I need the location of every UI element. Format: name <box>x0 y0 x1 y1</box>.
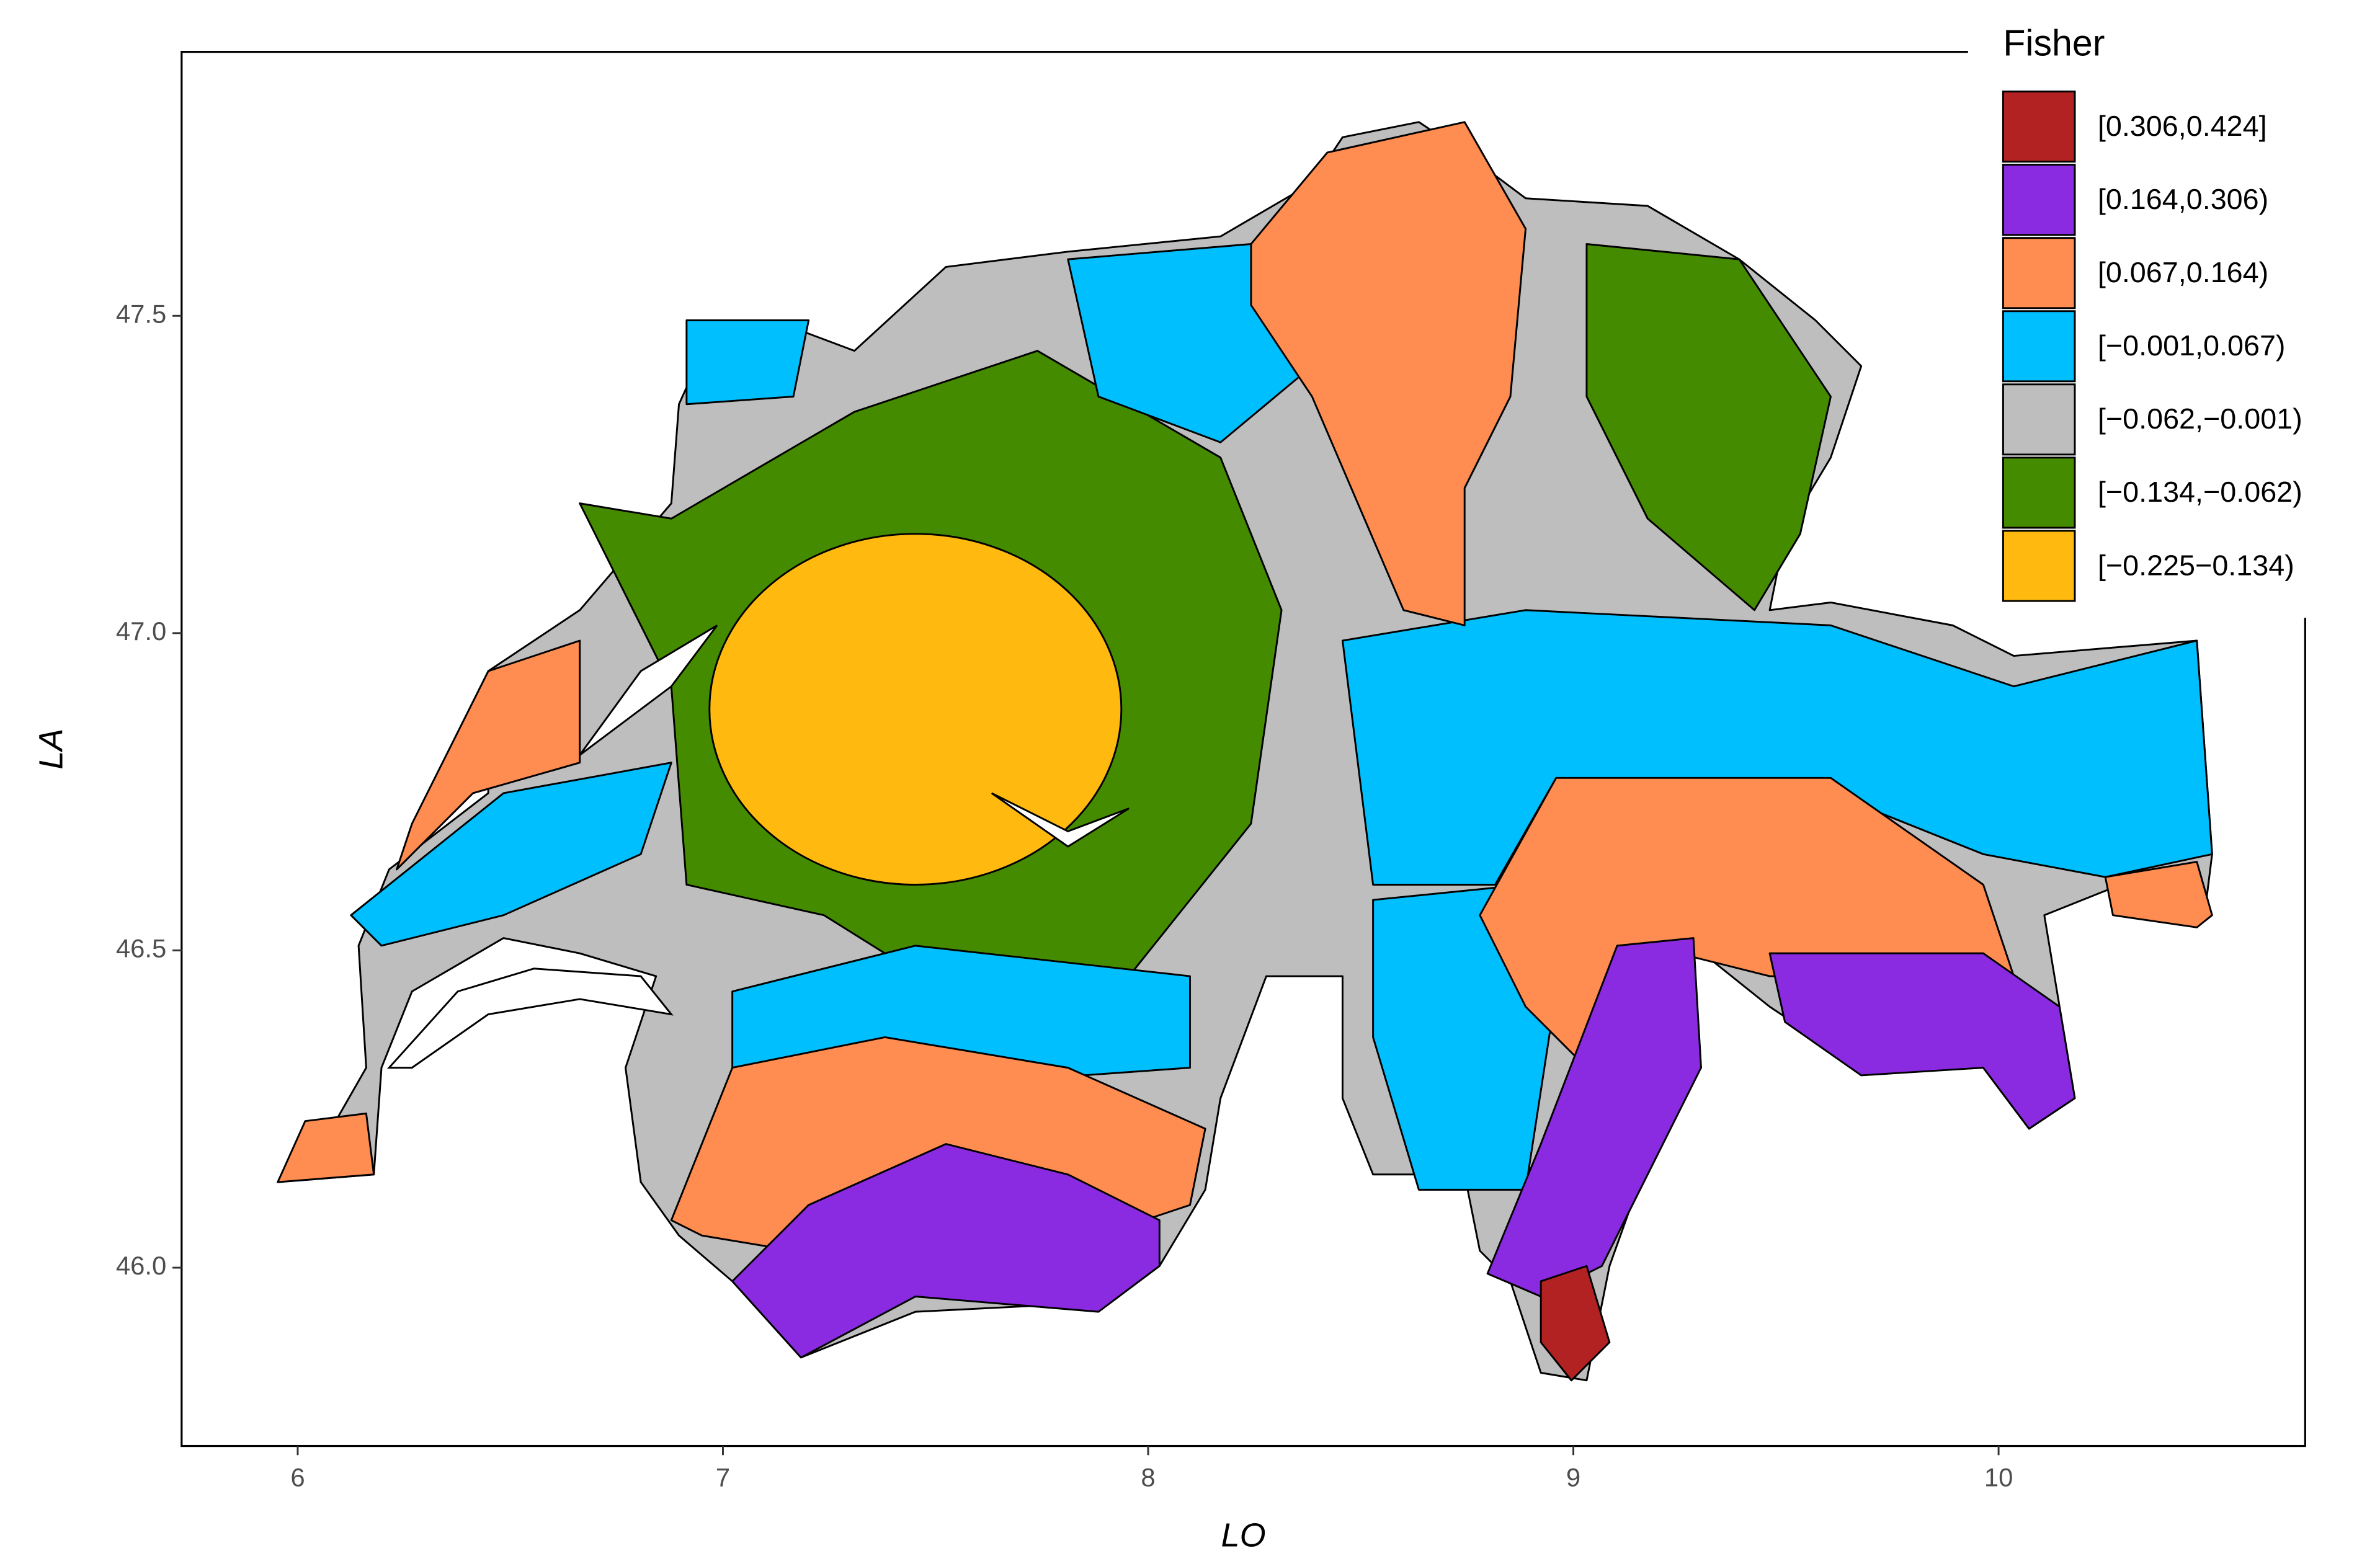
legend-swatch <box>2002 164 2076 236</box>
legend-label: [0.067,0.164) <box>2098 256 2268 288</box>
x-tick-label: 7 <box>716 1463 730 1492</box>
legend-swatch <box>2002 530 2076 602</box>
legend-label: [−0.134,−0.062) <box>2098 476 2302 508</box>
lake <box>579 625 718 756</box>
region <box>396 639 581 871</box>
region <box>277 1112 375 1183</box>
region <box>731 1143 1161 1359</box>
legend-label: [−0.225−0.134) <box>2098 549 2294 581</box>
region <box>350 762 672 947</box>
x-tick-label: 6 <box>290 1463 305 1492</box>
y-tick-label: 46.0 <box>116 1251 166 1280</box>
lake <box>991 792 1130 848</box>
legend-label: [−0.001,0.067) <box>2098 329 2286 362</box>
region <box>1585 243 1832 612</box>
region <box>1486 937 1702 1298</box>
legend-swatch <box>2002 91 2076 163</box>
region <box>1540 1265 1611 1382</box>
lake <box>386 967 674 1069</box>
y-tick-label: 47.5 <box>116 299 166 328</box>
legend-swatch <box>2002 310 2076 383</box>
x-tick-label: 10 <box>1984 1463 2013 1492</box>
legend-label: [0.164,0.306) <box>2098 183 2268 215</box>
region <box>2104 861 2213 928</box>
legend-swatch <box>2002 237 2076 309</box>
y-tick-label: 46.5 <box>116 933 166 963</box>
y-axis-title: LA <box>33 729 70 770</box>
region <box>708 533 1123 886</box>
legend-label: [0.306,0.424] <box>2098 110 2267 142</box>
legend-title: Fisher <box>2003 22 2105 63</box>
legend-label: [−0.062,−0.001) <box>2098 402 2302 435</box>
map <box>277 121 2213 1382</box>
legend-swatch <box>2002 456 2076 529</box>
y-tick-label: 47.0 <box>116 616 166 646</box>
legend-swatch <box>2002 383 2076 456</box>
x-tick-label: 9 <box>1566 1463 1580 1492</box>
region <box>1250 121 1527 626</box>
region <box>1768 952 2076 1130</box>
x-tick-label: 8 <box>1141 1463 1155 1492</box>
region <box>685 319 810 406</box>
x-axis-title: LO <box>1221 1516 1265 1554</box>
